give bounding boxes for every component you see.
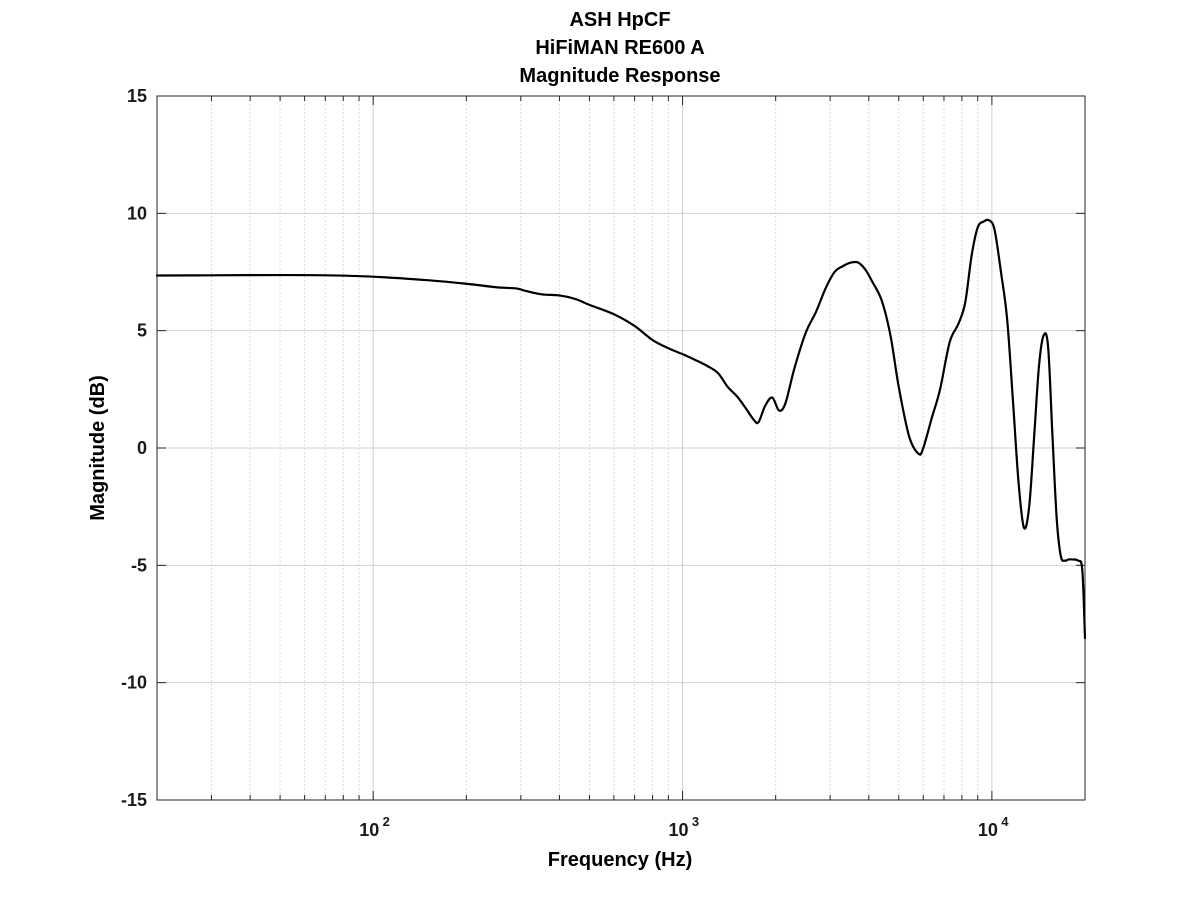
x-tick-exponent: 4 <box>1001 814 1009 829</box>
chart-title-line-2: HiFiMAN RE600 A <box>535 37 704 59</box>
y-tick-label: -5 <box>131 555 147 575</box>
x-tick-label: 10 <box>978 820 998 840</box>
y-tick-label: 0 <box>137 438 147 458</box>
y-tick-label: 10 <box>127 203 147 223</box>
x-axis-label: Frequency (Hz) <box>548 849 692 871</box>
axis-ticks <box>157 95 1085 801</box>
x-tick-label: 10 <box>669 820 689 840</box>
y-tick-label: -10 <box>121 673 147 693</box>
series-line <box>155 218 1087 640</box>
y-tick-label: 5 <box>137 321 147 341</box>
chart-title-line-1: ASH HpCF <box>569 9 670 31</box>
y-tick-label: 15 <box>127 86 147 106</box>
y-tick-label: -15 <box>121 790 147 810</box>
x-tick-label: 10 <box>359 820 379 840</box>
x-tick-exponent: 2 <box>383 814 390 829</box>
y-axis-label: Magnitude (dB) <box>87 375 109 521</box>
chart-title-line-3: Magnitude Response <box>519 65 720 87</box>
x-tick-exponent: 3 <box>692 814 699 829</box>
grid <box>157 96 1085 800</box>
